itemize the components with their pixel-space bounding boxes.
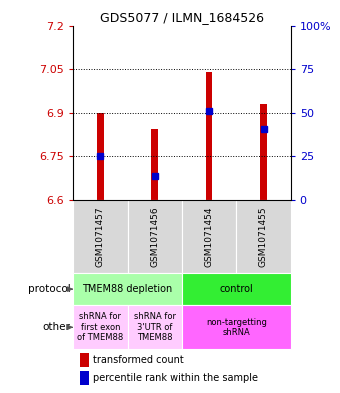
Bar [97,113,104,200]
Bar [73,200,128,273]
Text: GSM1071454: GSM1071454 [205,206,214,266]
Bar [260,104,267,200]
Bar [182,200,236,273]
Text: shRNA for
first exon
of TMEM88: shRNA for first exon of TMEM88 [77,312,123,342]
Text: protocol: protocol [28,284,70,294]
Text: GSM1071456: GSM1071456 [150,206,159,267]
Bar [151,129,158,200]
Text: percentile rank within the sample: percentile rank within the sample [93,373,258,383]
Text: control: control [219,284,253,294]
Text: TMEM88 depletion: TMEM88 depletion [82,284,173,294]
Bar [128,200,182,273]
Title: GDS5077 / ILMN_1684526: GDS5077 / ILMN_1684526 [100,11,264,24]
Bar [182,305,291,349]
Bar [73,273,182,305]
Bar [236,200,291,273]
Bar [182,273,291,305]
Text: shRNA for
3'UTR of
TMEM88: shRNA for 3'UTR of TMEM88 [134,312,176,342]
Bar [80,371,89,385]
Bar [80,353,89,367]
Text: GSM1071455: GSM1071455 [259,206,268,267]
Text: non-targetting
shRNA: non-targetting shRNA [206,318,267,337]
Text: GSM1071457: GSM1071457 [96,206,105,267]
Bar [128,305,182,349]
Text: other: other [42,322,70,332]
Bar [73,305,128,349]
Text: transformed count: transformed count [93,355,184,365]
Bar [206,72,212,200]
